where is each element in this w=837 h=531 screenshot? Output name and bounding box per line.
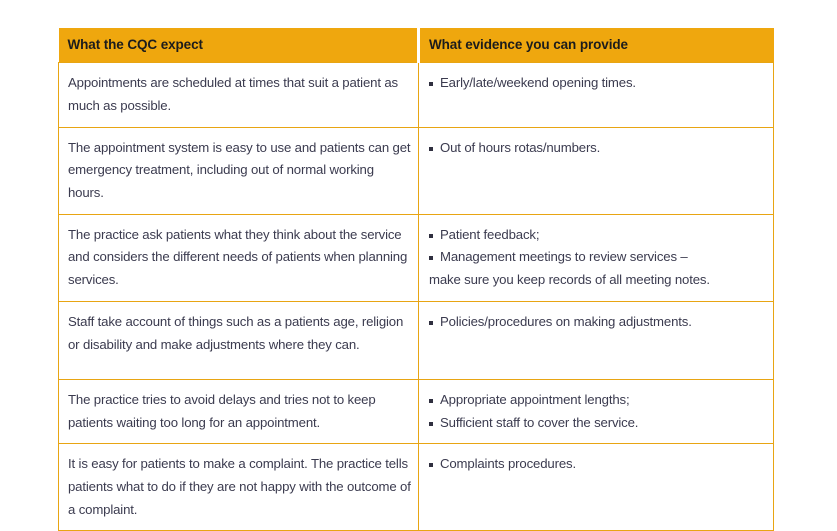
- cell-evidence: Complaints procedures.: [418, 443, 774, 531]
- table-body: Appointments are scheduled at times that…: [58, 62, 774, 531]
- cell-expectation: The practice tries to avoid delays and t…: [58, 378, 419, 445]
- cell-expectation: Staff take account of things such as a p…: [58, 300, 419, 380]
- expectation-text: It is easy for patients to make a compla…: [68, 456, 411, 517]
- expectation-text: The practice ask patients what they thin…: [68, 226, 408, 288]
- cell-evidence: Early/late/weekend opening times.: [418, 62, 774, 128]
- cell-expectation: Appointments are scheduled at times that…: [58, 62, 419, 128]
- table-row: Appointments are scheduled at times that…: [58, 62, 774, 128]
- cell-evidence: Out of hours rotas/numbers.: [418, 126, 774, 215]
- evidence-list: Appropriate appointment lengths; Suffici…: [429, 389, 764, 434]
- column-header-what-evidence-you-can-provide: What evidence you can provide: [418, 28, 774, 63]
- list-item: Policies/procedures on making adjustment…: [429, 311, 764, 334]
- list-item-continuation: make sure you keep records of all meetin…: [429, 269, 764, 292]
- evidence-text: Policies/procedures on making adjustment…: [440, 313, 692, 329]
- expectation-text: The appointment system is easy to use an…: [68, 139, 411, 200]
- evidence-text: Early/late/weekend opening times.: [440, 75, 636, 91]
- list-item: Complaints procedures.: [429, 453, 764, 476]
- square-bullet-icon: [429, 233, 433, 238]
- list-item: Patient feedback;: [429, 224, 764, 247]
- square-bullet-icon: [429, 320, 433, 325]
- list-item: Early/late/weekend opening times.: [429, 72, 764, 95]
- evidence-list: Early/late/weekend opening times.: [429, 72, 764, 95]
- list-item: Out of hours rotas/numbers.: [429, 137, 764, 160]
- evidence-list: Complaints procedures.: [429, 453, 764, 476]
- expectation-text: Staff take account of things such as a p…: [68, 313, 404, 352]
- evidence-text: Management meetings to review services –: [440, 249, 688, 265]
- evidence-text: make sure you keep records of all meetin…: [429, 272, 710, 288]
- evidence-text: Patient feedback;: [440, 226, 540, 242]
- cell-evidence: Policies/procedures on making adjustment…: [418, 300, 774, 380]
- expectation-text: The practice tries to avoid delays and t…: [68, 391, 376, 430]
- square-bullet-icon: [429, 256, 433, 261]
- square-bullet-icon: [429, 463, 433, 468]
- square-bullet-icon: [429, 146, 433, 151]
- cqc-expectations-table-container: What the CQC expect What evidence you ca…: [58, 28, 774, 531]
- evidence-text: Appropriate appointment lengths;: [440, 391, 630, 407]
- table-row: It is easy for patients to make a compla…: [58, 443, 774, 531]
- table-row: Staff take account of things such as a p…: [58, 300, 774, 380]
- table-header: What the CQC expect What evidence you ca…: [58, 28, 774, 63]
- cell-evidence: Appropriate appointment lengths; Suffici…: [418, 378, 774, 445]
- list-item: Management meetings to review services –: [429, 246, 764, 269]
- square-bullet-icon: [429, 421, 433, 426]
- square-bullet-icon: [429, 82, 433, 87]
- column-header-what-the-cqc-expect: What the CQC expect: [58, 28, 420, 63]
- table-row: The appointment system is easy to use an…: [58, 126, 774, 215]
- evidence-text: Out of hours rotas/numbers.: [440, 139, 601, 155]
- list-item: Appropriate appointment lengths;: [429, 389, 764, 412]
- evidence-text: Complaints procedures.: [440, 456, 576, 472]
- cell-expectation: It is easy for patients to make a compla…: [58, 443, 419, 531]
- table-row: The practice tries to avoid delays and t…: [58, 378, 774, 445]
- table-header-row: What the CQC expect What evidence you ca…: [58, 28, 774, 63]
- evidence-list: Policies/procedures on making adjustment…: [429, 311, 764, 334]
- square-bullet-icon: [429, 398, 433, 403]
- table-row: The practice ask patients what they thin…: [58, 213, 774, 302]
- cell-expectation: The practice ask patients what they thin…: [58, 213, 419, 302]
- list-item: Sufficient staff to cover the service.: [429, 412, 764, 435]
- evidence-text: Sufficient staff to cover the service.: [440, 414, 639, 430]
- evidence-list: Patient feedback; Management meetings to…: [429, 224, 764, 292]
- cell-evidence: Patient feedback; Management meetings to…: [418, 213, 774, 302]
- expectation-text: Appointments are scheduled at times that…: [68, 75, 398, 113]
- cqc-expectations-table: What the CQC expect What evidence you ca…: [58, 28, 774, 531]
- cell-expectation: The appointment system is easy to use an…: [58, 126, 419, 215]
- evidence-list: Out of hours rotas/numbers.: [429, 137, 764, 160]
